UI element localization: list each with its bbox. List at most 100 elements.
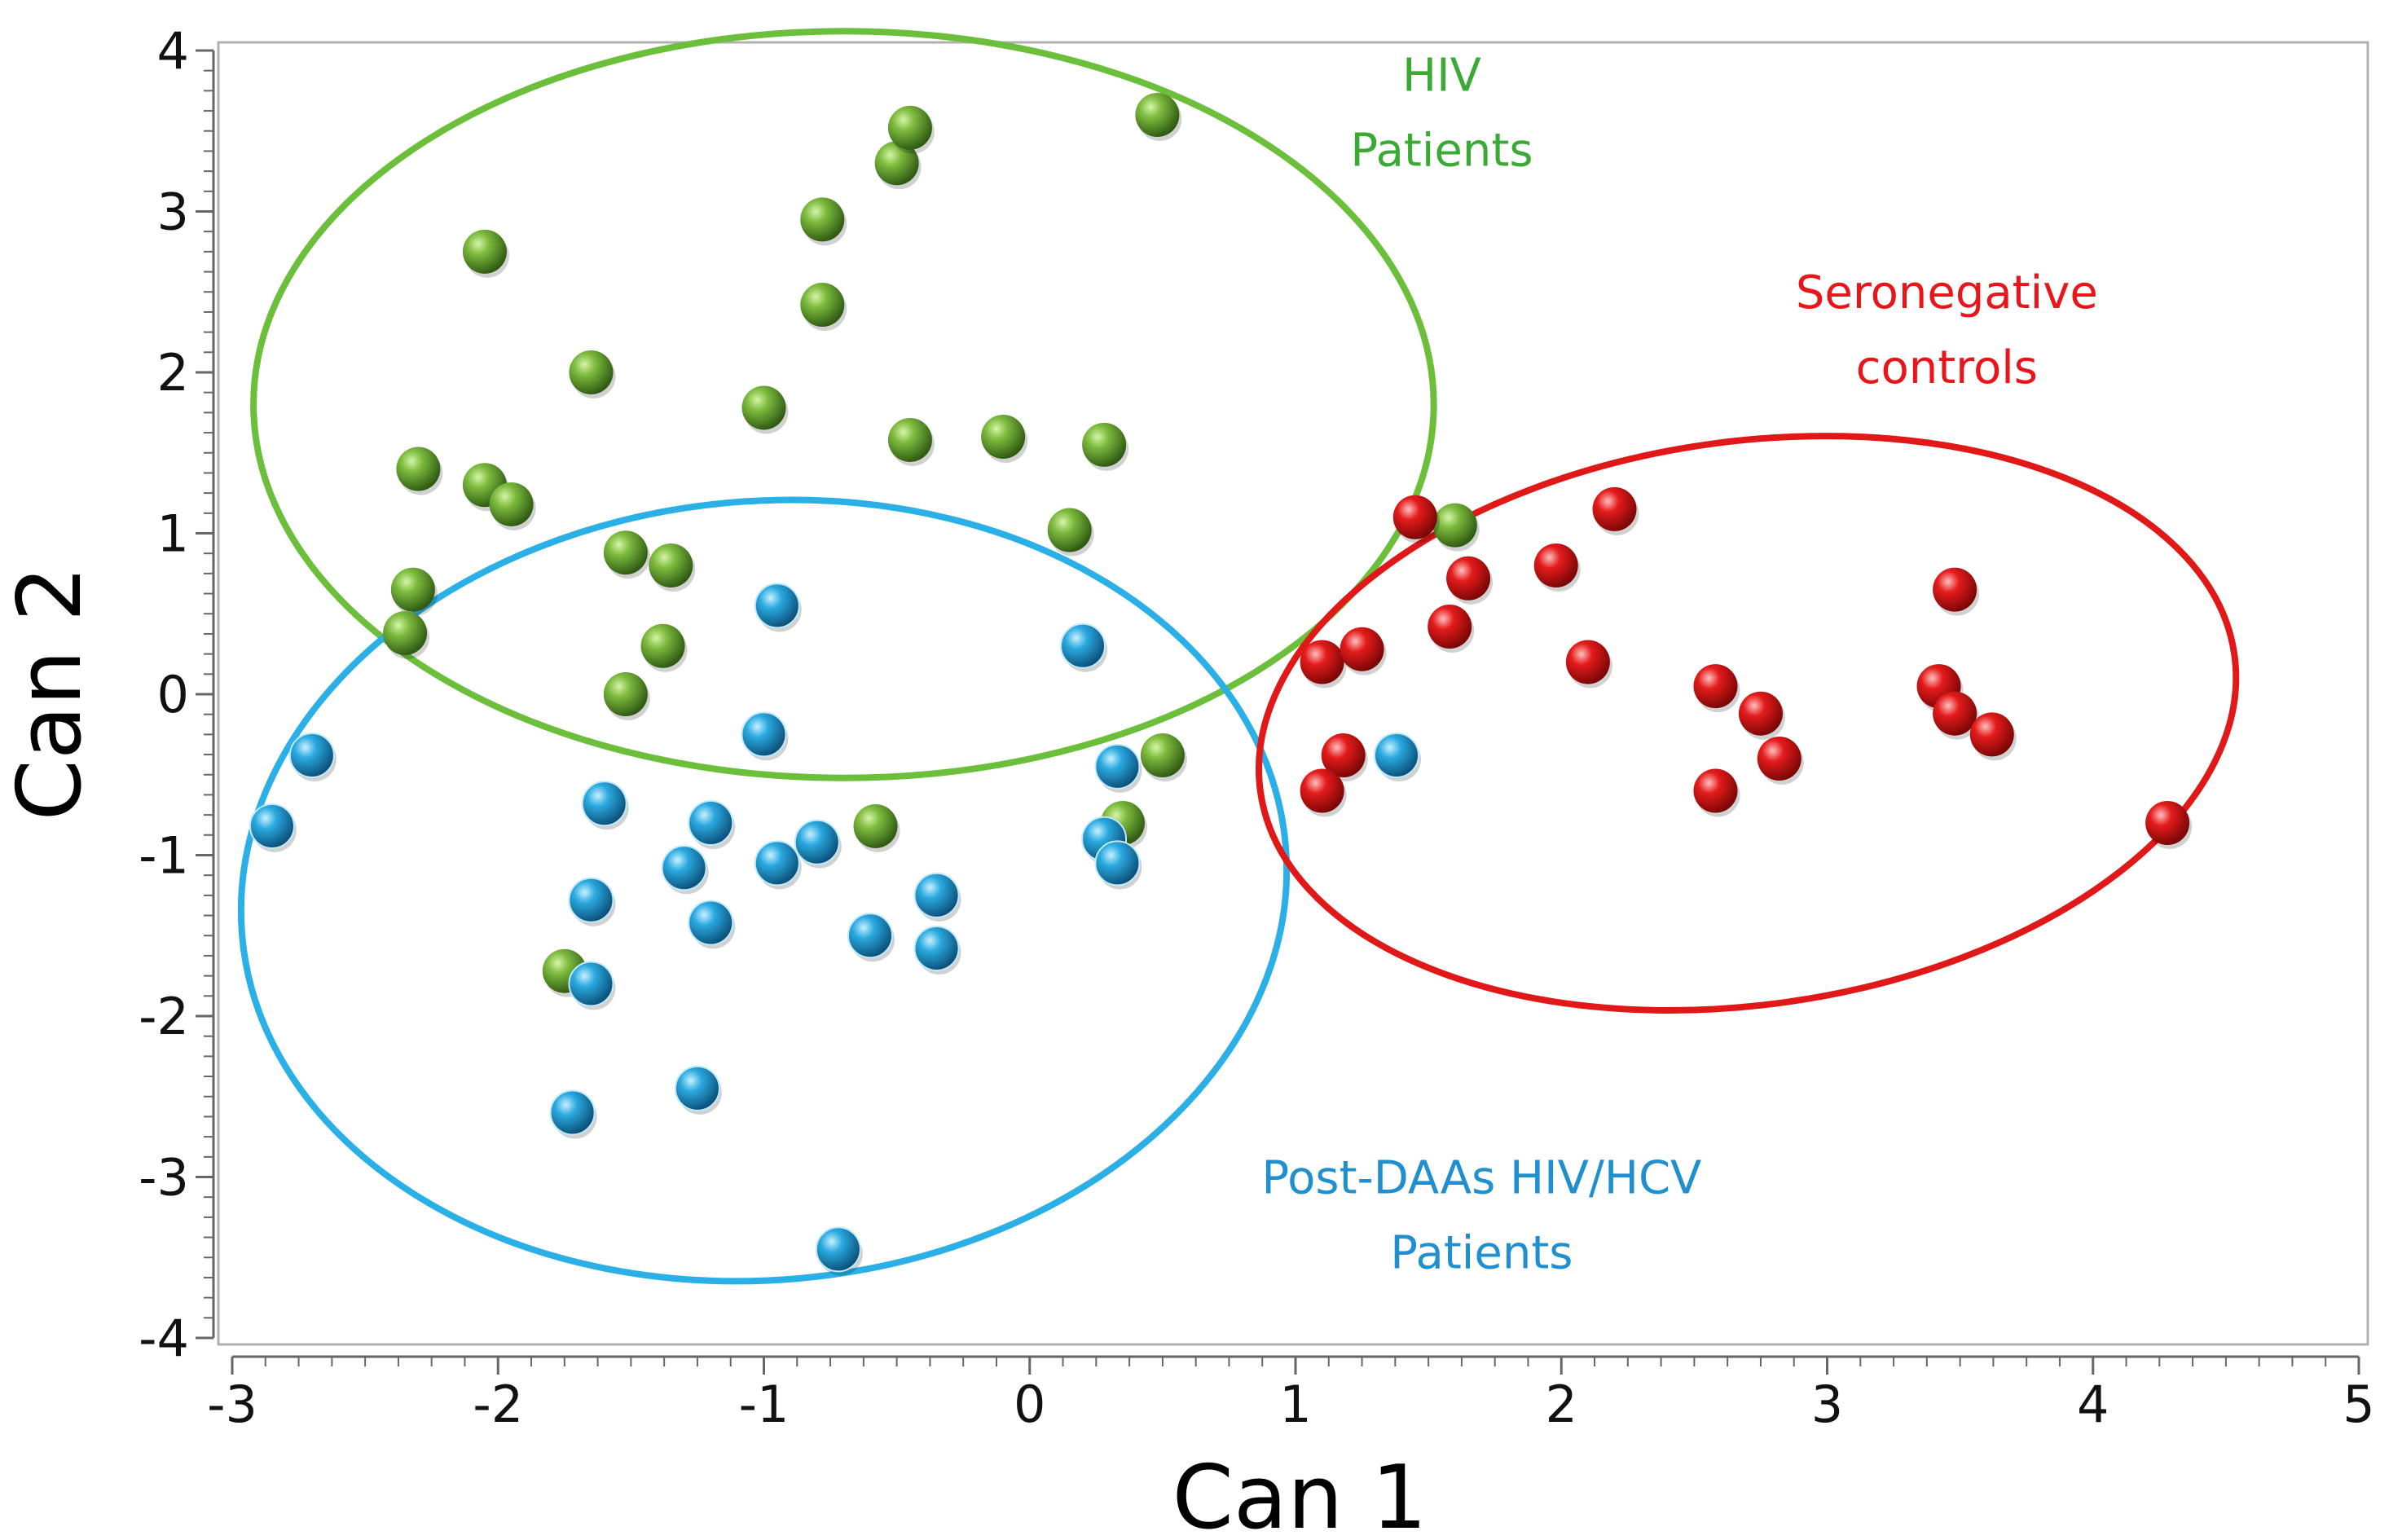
data-point — [1933, 691, 1977, 736]
data-point — [800, 283, 845, 328]
data-point — [913, 926, 960, 972]
group-label: HIV Patients — [1350, 49, 1533, 177]
data-point — [1392, 495, 1437, 539]
data-point — [887, 105, 932, 150]
data-point — [1300, 768, 1344, 813]
data-point — [741, 711, 787, 758]
data-point — [1094, 743, 1141, 790]
group-label-line: HIV — [1402, 49, 1481, 102]
data-point — [603, 672, 648, 716]
data-point — [249, 803, 295, 849]
data-point — [1592, 486, 1637, 531]
x-tick-label: 1 — [1279, 1375, 1311, 1434]
y-tick-label: -4 — [139, 1309, 189, 1368]
data-point — [1933, 567, 1977, 612]
confidence-ellipse — [250, 28, 1437, 781]
x-tick-label: 4 — [2077, 1375, 2109, 1434]
y-tick-label: 3 — [157, 183, 189, 242]
group-label: Post-DAAs HIV/HCV Patients — [1261, 1151, 1701, 1279]
data-point — [2145, 801, 2190, 845]
axes: -3 -2 -1 0 1 2 3 4 5 4 3 2 1 0 -1 -2 -3 -4 — [139, 21, 2375, 1434]
x-tick-label: 2 — [1546, 1375, 1577, 1434]
data-point — [1321, 733, 1366, 778]
data-point — [288, 733, 335, 779]
data-point — [688, 800, 734, 846]
data-point — [688, 900, 734, 946]
data-point — [1428, 605, 1472, 649]
data-point — [581, 781, 627, 827]
data-point — [1969, 712, 2014, 757]
y-tick-label: -1 — [139, 826, 189, 886]
data-point — [1693, 664, 1738, 709]
data-point — [462, 229, 507, 274]
x-tick-label: -2 — [473, 1375, 523, 1434]
data-point — [1533, 543, 1578, 587]
data-point — [674, 1065, 720, 1111]
data-point — [853, 803, 898, 848]
data-point — [489, 482, 534, 526]
confidence-ellipse — [237, 496, 1291, 1285]
data-point — [1082, 422, 1127, 467]
data-point — [800, 197, 845, 242]
group-label-line: Seronegative — [1796, 266, 2098, 319]
data-point — [1738, 691, 1783, 736]
data-point — [390, 567, 435, 612]
data-point — [640, 623, 685, 668]
x-tick-label: 5 — [2343, 1375, 2374, 1434]
data-point — [603, 530, 648, 575]
group-label-line: controls — [1856, 341, 2038, 394]
data-point — [568, 877, 614, 923]
y-tick-label: 1 — [157, 504, 189, 564]
data-point — [1565, 640, 1610, 684]
data-point — [874, 141, 919, 186]
data-point — [815, 1226, 861, 1273]
data-point — [794, 819, 840, 865]
data-point — [1140, 733, 1185, 778]
data-point — [1446, 556, 1491, 601]
data-point — [847, 913, 893, 959]
group-label-line: Post-DAAs HIV/HCV — [1261, 1151, 1701, 1204]
data-point — [569, 350, 614, 394]
data-point — [568, 961, 614, 1007]
data-point — [1373, 733, 1419, 779]
y-tick-label: -3 — [139, 1148, 189, 1208]
group-label-line: Patients — [1350, 124, 1533, 177]
x-tick-label: -1 — [739, 1375, 790, 1434]
data-point — [754, 840, 800, 887]
group-label-line: Patients — [1390, 1226, 1573, 1279]
data-point — [1340, 627, 1384, 671]
y-tick-label: 0 — [157, 665, 189, 724]
data-point — [887, 417, 932, 462]
data-point — [1135, 93, 1180, 137]
data-point — [1047, 508, 1092, 552]
group-ellipses — [237, 28, 2240, 1285]
y-tick-label: 4 — [157, 21, 189, 81]
group-labels: HIV Patients Post-DAAs HIV/HCV Patients Sero… — [1261, 49, 2097, 1279]
data-point — [1300, 640, 1344, 684]
x-axis-title: Can 1 — [1172, 1447, 1427, 1540]
x-tick-label: -3 — [207, 1375, 257, 1434]
data-point — [649, 543, 693, 587]
data-point — [1757, 737, 1802, 781]
confidence-ellipse — [1256, 433, 2240, 1014]
data-point — [981, 415, 1026, 459]
data-point — [383, 610, 428, 655]
data-points — [249, 93, 2193, 1276]
x-tick-label: 3 — [1811, 1375, 1843, 1434]
data-point — [754, 583, 800, 629]
y-axis-title: Can 2 — [0, 565, 101, 821]
data-point — [549, 1089, 596, 1136]
data-point — [661, 845, 707, 891]
plot-frame — [217, 41, 2369, 1346]
data-point — [396, 447, 441, 491]
x-tick-label: 0 — [1014, 1375, 1045, 1434]
data-point — [1094, 840, 1141, 887]
y-tick-label: -2 — [139, 987, 189, 1046]
data-point — [741, 385, 786, 430]
data-point — [1693, 768, 1738, 813]
data-point — [1060, 623, 1106, 669]
data-point — [913, 872, 960, 918]
group-label: Seronegative controls — [1796, 266, 2098, 394]
data-point — [1432, 503, 1477, 548]
